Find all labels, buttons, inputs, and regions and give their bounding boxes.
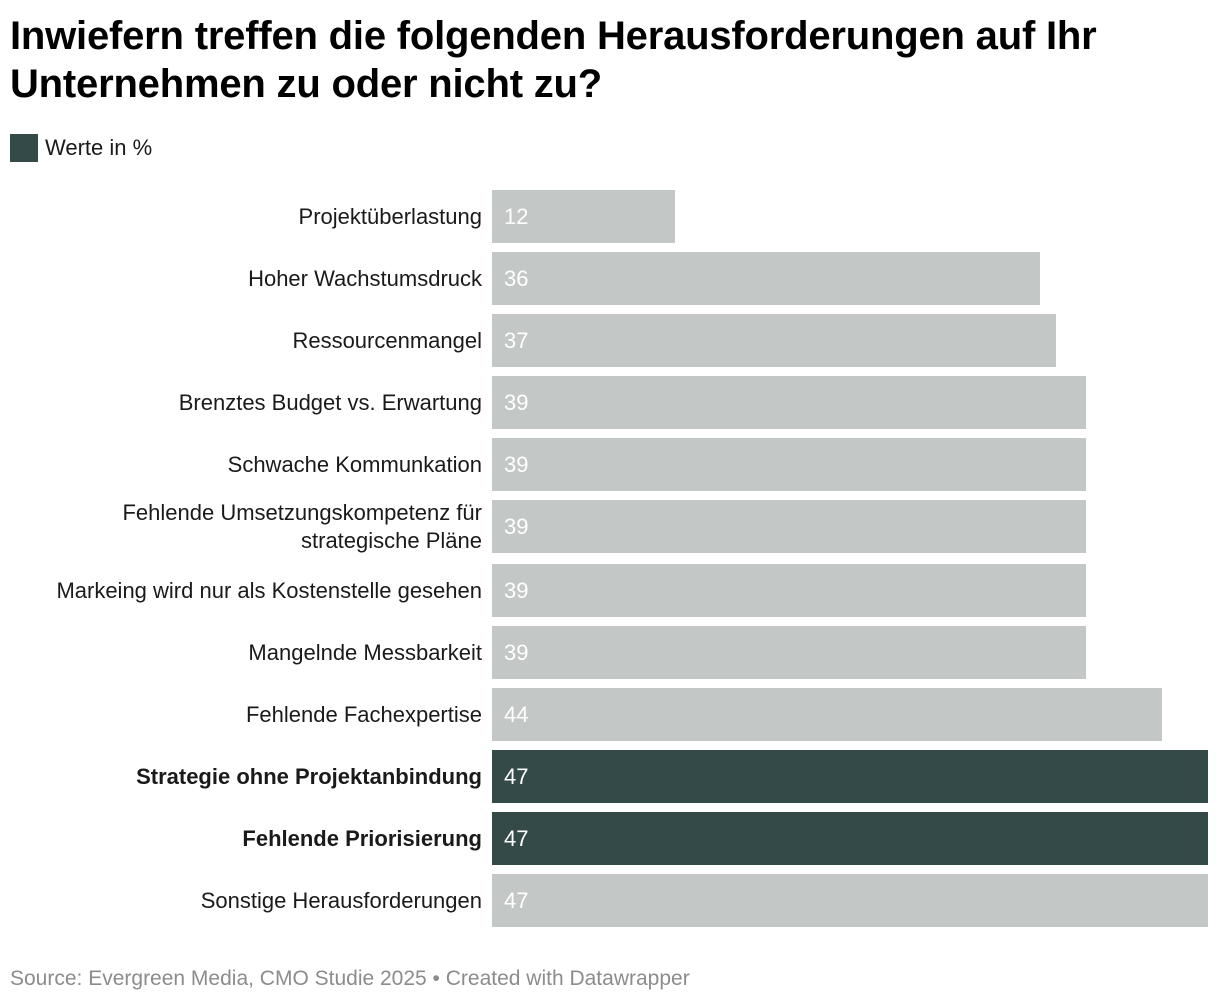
category-label-line: Markeing wird nur als Kostenstelle geseh… [56, 577, 482, 603]
legend-label: Werte in % [45, 135, 153, 160]
category-label-line: Fehlende Fachexpertise [245, 701, 482, 727]
bar [492, 626, 1086, 679]
category-label: Mangelnde Messbarkeit [2, 626, 482, 679]
category-label: Schwache Kommunkation [2, 438, 482, 491]
bar [492, 564, 1086, 617]
category-label: Sonstige Herausforderungen [2, 874, 482, 927]
bar-value-label: 39 [504, 451, 529, 477]
bar [492, 750, 1208, 803]
bar [492, 252, 1040, 305]
category-label-line: Mangelnde Messbarkeit [248, 639, 482, 665]
bar-value-label: 39 [504, 513, 529, 539]
bar [492, 500, 1086, 553]
category-label: Strategie ohne Projektanbindung [2, 750, 482, 803]
category-label: Ressourcenmangel [2, 314, 482, 367]
bar-value-label: 47 [504, 825, 529, 851]
legend: Werte in % [10, 134, 152, 162]
bar-value-label: 39 [504, 577, 529, 603]
bar [492, 688, 1162, 741]
category-label-line: Fehlende Priorisierung [242, 825, 482, 851]
bar-value-label: 47 [504, 763, 529, 789]
bar-value-label: 47 [504, 887, 529, 913]
bar [492, 376, 1086, 429]
bar-value-label: 39 [504, 639, 529, 665]
category-label-line: Schwache Kommunkation [227, 451, 482, 477]
category-label-line: Hoher Wachstumsdruck [248, 265, 482, 291]
category-label: Fehlende Umsetzungskompetenz für strategi… [2, 500, 482, 553]
category-label-line: strategische Pläne [301, 527, 482, 553]
legend-swatch [10, 134, 38, 162]
bar-value-label: 36 [504, 265, 529, 291]
chart-title: Inwiefern treffen die folgenden Herausfo… [10, 14, 1097, 106]
category-label-line: Projektüberlastung [298, 203, 482, 229]
bar [492, 438, 1086, 491]
category-label-line: Ressourcenmangel [292, 327, 482, 353]
category-label: Hoher Wachstumsdruck [2, 252, 482, 305]
category-label-line: Sonstige Herausforderungen [200, 887, 482, 913]
category-label: Brenztes Budget vs. Erwartung [2, 376, 482, 429]
category-label: Fehlende Priorisierung [2, 812, 482, 865]
category-label-line: Strategie ohne Projektanbindung [136, 763, 482, 789]
bar [492, 314, 1056, 367]
category-label-line: Brenztes Budget vs. Erwartung [178, 389, 482, 415]
category-label: Projektüberlastung [2, 190, 482, 243]
bar-value-label: 44 [504, 701, 529, 727]
bar-value-label: 12 [504, 203, 529, 229]
category-label: Fehlende Fachexpertise [2, 688, 482, 741]
bar [492, 874, 1208, 927]
bar [492, 812, 1208, 865]
source-footer: Source: Evergreen Media, CMO Studie 2025… [10, 967, 690, 990]
category-label: Markeing wird nur als Kostenstelle geseh… [2, 564, 482, 617]
bar [492, 190, 675, 243]
bar-value-label: 37 [504, 327, 529, 353]
category-label-line: Fehlende Umsetzungskompetenz für [122, 499, 482, 525]
bar-value-label: 39 [504, 389, 529, 415]
